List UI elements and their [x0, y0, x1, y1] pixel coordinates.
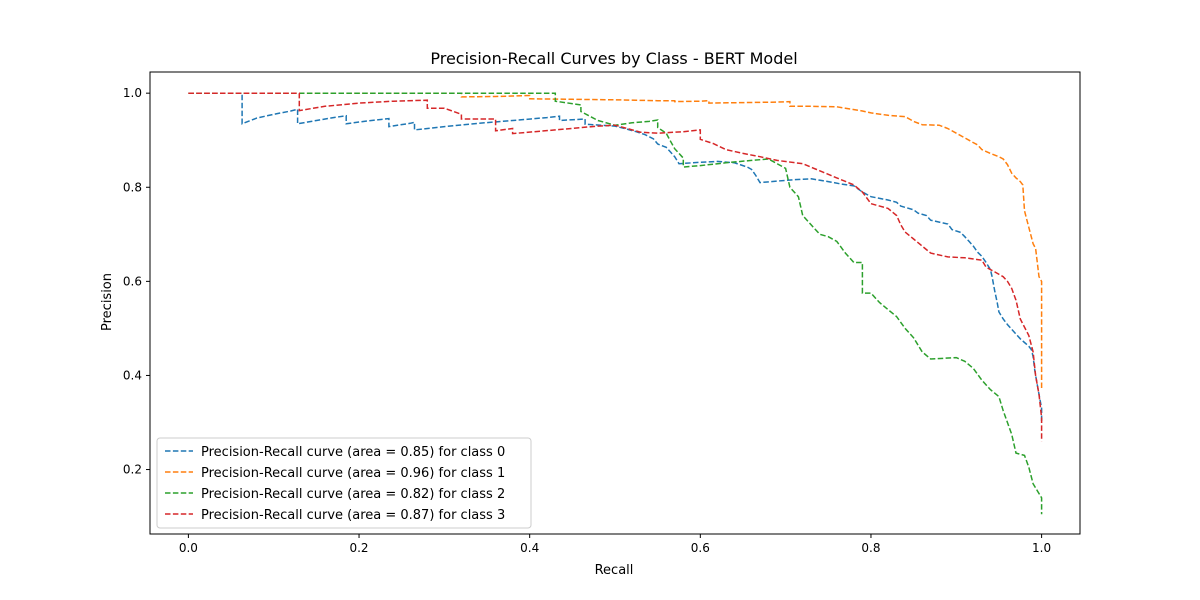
series-line-class-3 [188, 92, 1043, 442]
legend-label-class-0: Precision-Recall curve (area = 0.85) for… [201, 445, 505, 460]
legend-label-class-1: Precision-Recall curve (area = 0.96) for… [201, 466, 505, 481]
y-axis-label: Precision [100, 273, 115, 331]
y-tick-label: 1.0 [123, 86, 142, 100]
series-group [188, 92, 1043, 515]
x-tick-label: 0.8 [861, 541, 880, 555]
legend-label-class-3: Precision-Recall curve (area = 0.87) for… [201, 508, 505, 523]
y-tick-label: 0.2 [123, 463, 142, 477]
legend-label-class-2: Precision-Recall curve (area = 0.82) for… [201, 487, 505, 502]
x-tick-label: 0.4 [520, 541, 539, 555]
chart-title: Precision-Recall Curves by Class - BERT … [430, 49, 797, 68]
y-tick-label: 0.8 [123, 180, 142, 194]
x-axis: 0.0 0.2 0.4 0.6 0.8 1.0 [179, 534, 1051, 555]
legend-box [156, 437, 532, 529]
series-line-class-0 [188, 92, 1043, 423]
series-line-class-2 [188, 92, 1043, 515]
series-line-class-1 [188, 92, 1043, 390]
x-axis-label: Recall [595, 563, 634, 578]
x-tick-label: 0.0 [179, 541, 198, 555]
x-tick-label: 0.6 [691, 541, 710, 555]
y-axis: 0.2 0.4 0.6 0.8 1.0 [123, 86, 150, 477]
x-tick-label: 1.0 [1032, 541, 1051, 555]
plot-area [149, 71, 1081, 535]
legend: Precision-Recall curve (area = 0.85) for… [156, 437, 532, 529]
y-tick-label: 0.6 [123, 274, 142, 288]
x-tick-label: 0.2 [349, 541, 368, 555]
y-tick-label: 0.4 [123, 368, 142, 382]
